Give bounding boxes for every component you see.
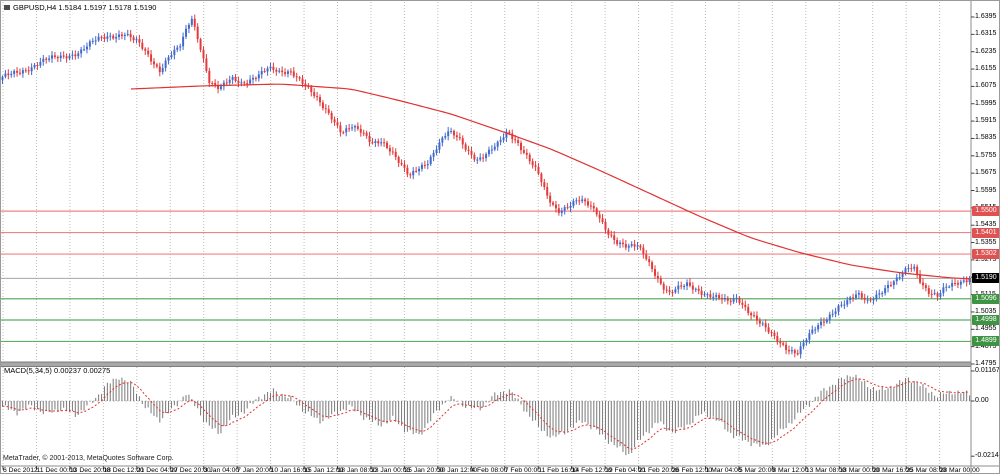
time-axis-label: 18 Mar 00:00 — [839, 467, 880, 474]
price-axis-tick: 1.4955 — [975, 325, 997, 333]
time-axis-label: 3 Jan 04:00 — [203, 467, 240, 474]
current-price-badge: 1.5190 — [972, 273, 999, 284]
chart-title: GBPUSD,H4 1.5184 1.5197 1.5178 1.5190 — [4, 3, 156, 12]
price-axis-tick: 1.5595 — [975, 186, 997, 194]
time-axis-label: 11 Dec 00:00 — [36, 467, 77, 474]
time-axis-label: 18 Jan 08:00 — [337, 467, 377, 474]
resistance-level-badge: 1.5302 — [972, 249, 999, 260]
time-axis-label: 1 Mar 04:00 — [705, 467, 742, 474]
price-axis-tick: 1.6395 — [975, 13, 997, 20]
price-axis-tick: 1.5755 — [975, 151, 997, 159]
price-axis-tick: 1.4795 — [975, 360, 997, 367]
time-axis-label: 10 Jan 16:00 — [270, 467, 310, 474]
price-axis-tick: 1.6155 — [975, 65, 997, 73]
chart-symbol-marker-icon — [4, 5, 10, 10]
time-axis-label: 28 Mar 00:00 — [939, 467, 980, 474]
time-axis-label: 6 Dec 2012 — [3, 467, 38, 474]
support-level-badge: 1.4998 — [972, 314, 999, 325]
macd-signal-line — [2, 378, 970, 450]
time-axis-label: 7 Feb 00:00 — [504, 467, 542, 474]
time-axis-label: 18 Dec 12:00 — [103, 467, 144, 474]
time-axis-label: 13 Dec 20:00 — [69, 467, 111, 474]
macd-axis-tick: -0.02147 — [975, 452, 1000, 460]
time-axis-label: 25 Mar 08:00 — [906, 467, 947, 474]
resistance-level-badge: 1.5401 — [972, 227, 999, 238]
time-axis-label: 14 Feb 12:00 — [571, 467, 612, 474]
grid-layer — [2, 2, 941, 465]
support-level-badge: 1.5096 — [972, 293, 999, 304]
pane-separator — [1, 361, 971, 367]
time-axis-label: 21 Feb 20:00 — [638, 467, 679, 474]
copyright-text: MetaTrader, © 2001-2013, MetaQuotes Soft… — [3, 455, 174, 462]
price-axis-tick: 1.6315 — [975, 30, 997, 38]
chart-title-text: GBPUSD,H4 1.5184 1.5197 1.5178 1.5190 — [13, 3, 157, 12]
time-axis-label: 7 Jan 20:00 — [237, 467, 273, 474]
resistance-level-badge: 1.5500 — [972, 206, 999, 217]
time-axis-label: 25 Jan 20:00 — [404, 467, 444, 474]
time-axis-label: 15 Jan 12:00 — [304, 467, 344, 474]
price-axis-tick: 1.5835 — [975, 134, 997, 142]
price-axis-tick: 1.4875 — [975, 342, 997, 350]
time-axis-label: 19 Feb 04:00 — [605, 467, 646, 474]
price-axis-tick: 1.5035 — [975, 307, 997, 315]
time-axis-label: 21 Dec 04:00 — [136, 467, 178, 474]
price-axis-tick: 1.6075 — [975, 82, 997, 90]
price-axis-tick: 1.6235 — [975, 47, 997, 55]
time-axis-label: 4 Feb 08:00 — [471, 467, 508, 474]
time-axis-label: 26 Feb 12:00 — [672, 467, 713, 474]
time-axis-label: 5 Mar 20:00 — [738, 467, 776, 474]
time-axis-label: 11 Feb 16:00 — [538, 467, 578, 474]
moving-average-line — [130, 83, 972, 280]
macd-axis-tick: 0.01167 — [975, 366, 1000, 374]
price-axis-tick: 1.5435 — [975, 221, 997, 229]
level-lines-layer — [1, 210, 971, 343]
macd-axis-tick: 0.00 — [975, 397, 989, 404]
candles-layer — [1, 14, 971, 359]
time-axis-label: 13 Mar 08:00 — [805, 467, 846, 474]
price-axis-tick: 1.5995 — [975, 99, 997, 107]
time-axis-label: 27 Dec 20:00 — [170, 467, 211, 474]
time-axis-label: 8 Mar 12:00 — [772, 467, 809, 474]
macd-indicator-label: MACD(5,34,5) 0.00237 0.00275 — [4, 366, 111, 375]
price-axis-tick: 1.5675 — [975, 169, 997, 177]
time-axis-label: 20 Mar 16:00 — [872, 467, 913, 474]
price-axis-tick: 1.5915 — [975, 117, 997, 125]
time-axis-label: 30 Jan 12:00 — [437, 467, 478, 474]
price-axis-tick: 1.5355 — [975, 238, 997, 246]
time-axis-label: 23 Jan 00:00 — [370, 467, 411, 474]
price-axis-tick: 1.5275 — [975, 255, 997, 263]
support-level-badge: 1.4899 — [972, 336, 999, 347]
macd-histogram — [1, 374, 971, 456]
